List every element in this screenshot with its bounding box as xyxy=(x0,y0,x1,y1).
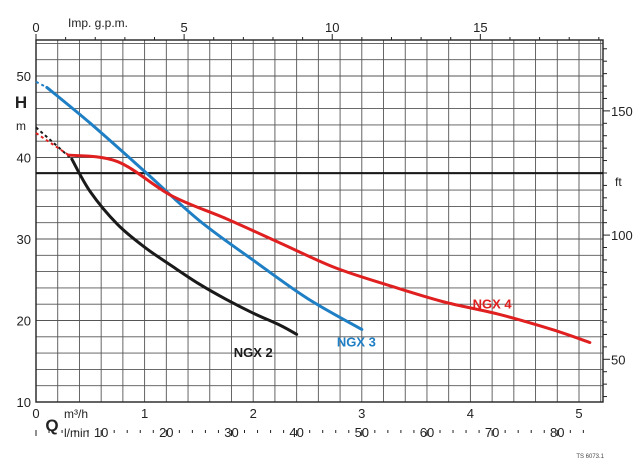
x-tick-label-lmin: 30 xyxy=(224,425,238,440)
series-line-ngx-4 xyxy=(67,153,592,345)
x-tick-label-gpm: 10 xyxy=(325,20,339,35)
y-tick-label-ft: 150 xyxy=(611,104,633,119)
y-tick-label-m: 50 xyxy=(17,69,31,84)
x-tick-label-lmin: 50 xyxy=(355,425,369,440)
series-layer xyxy=(35,80,592,345)
x-tick-label-m3h: 1 xyxy=(141,406,148,421)
y-unit-m: m xyxy=(16,119,26,133)
x-tick-label-lmin: 80 xyxy=(550,425,564,440)
y-tick-label-m: 40 xyxy=(17,151,31,166)
x-tick-label-lmin: 60 xyxy=(420,425,434,440)
series-extension-ngx-3 xyxy=(35,80,48,89)
x-tick-label-lmin: 10 xyxy=(94,425,108,440)
x-tick-label-gpm: 15 xyxy=(473,20,487,35)
x-axis-label: Q xyxy=(45,416,58,435)
figure-code: TS 6073.1 xyxy=(576,454,604,460)
y-tick-label-ft: 100 xyxy=(611,228,633,243)
x-unit-gpm: Imp. g.p.m. xyxy=(68,16,128,30)
series-label-ngx-4: NGX 4 xyxy=(473,296,513,311)
y-tick-label-m: 20 xyxy=(17,314,31,329)
series-label-ngx-3: NGX 3 xyxy=(337,335,376,350)
x-tick-label-m3h: 5 xyxy=(575,406,582,421)
x-tick-label-m3h: 0 xyxy=(32,406,39,421)
y-tick-label-m: 10 xyxy=(17,395,31,410)
y-tick-label-m: 30 xyxy=(17,232,31,247)
y-unit-ft: ft xyxy=(615,175,622,189)
x-tick-label-m3h: 3 xyxy=(358,406,365,421)
plot-frame xyxy=(35,39,604,403)
y-axis-label: H xyxy=(15,93,27,112)
series-extension-ngx-2 xyxy=(35,126,73,160)
x-tick-label-m3h: 4 xyxy=(467,406,474,421)
grid xyxy=(35,34,610,436)
x-tick-label-m3h: 2 xyxy=(250,406,257,421)
x-tick-label-lmin: 20 xyxy=(159,425,173,440)
x-unit-lmin: l/min xyxy=(64,426,89,440)
y-tick-label-ft: 50 xyxy=(611,352,625,367)
x-tick-label-lmin: 70 xyxy=(485,425,499,440)
x-tick-label-gpm: 0 xyxy=(32,20,39,35)
x-tick-label-lmin: 40 xyxy=(289,425,303,440)
x-tick-label-gpm: 5 xyxy=(180,20,187,35)
series-line-ngx-2 xyxy=(70,157,299,336)
x-unit-m3h: m³/h xyxy=(64,407,88,421)
series-extension-ngx-4 xyxy=(35,132,70,156)
series-label-ngx-2: NGX 2 xyxy=(234,345,273,360)
